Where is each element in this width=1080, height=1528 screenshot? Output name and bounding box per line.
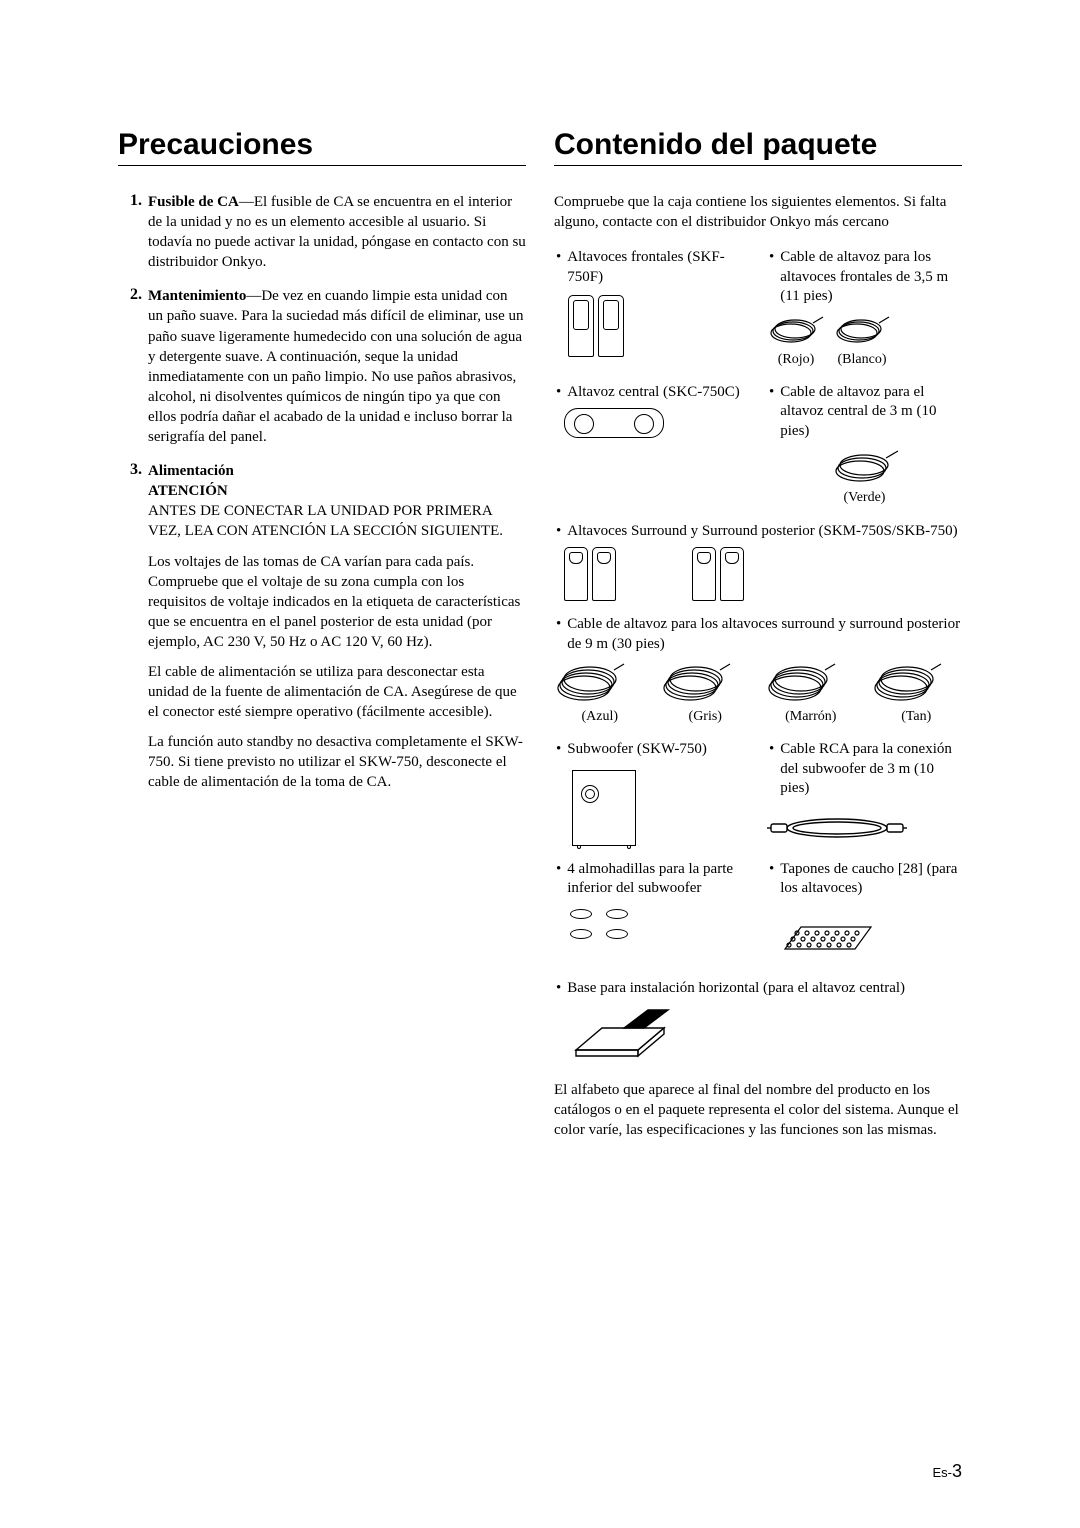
item-label: Cable de altavoz para los altavoces fron… <box>780 248 962 307</box>
item-label: Subwoofer (SKW-750) <box>567 740 707 760</box>
bullet-icon: • <box>767 248 780 307</box>
color-label: (Blanco) <box>833 351 891 369</box>
cable-icon <box>765 660 837 706</box>
list-item: 3. Alimentación ATENCIÓN ANTES DE CONECT… <box>118 461 526 792</box>
item-label: 4 almohadillas para la parte inferior de… <box>567 860 749 899</box>
item-paragraph: El cable de alimentación se utiliza para… <box>148 662 526 722</box>
package-item: •Cable RCA para la conexión del subwoofe… <box>767 740 962 846</box>
rubber-sheet-icon <box>767 913 877 965</box>
package-row: •Altavoz central (SKC-750C) •Cable de al… <box>554 383 962 508</box>
four-cables: (Azul) (Gris) (Marrón) (Tan) <box>554 660 962 726</box>
footnote: El alfabeto que aparece al final del nom… <box>554 1080 962 1140</box>
separator: — <box>246 288 261 304</box>
item-label: Cable de altavoz para los altavoces surr… <box>567 615 962 654</box>
list-item: 2. Mantenimiento—De vez en cuando limpie… <box>118 286 526 447</box>
list-item: 1. Fusible de CA—El fusible de CA se enc… <box>118 192 526 272</box>
bullet-icon: • <box>554 248 567 287</box>
item-paragraph: Los voltajes de las tomas de CA varían p… <box>148 552 526 652</box>
front-speaker-icon <box>568 295 749 357</box>
item-label: Altavoces Surround y Surround posterior … <box>567 522 957 542</box>
heading-precauciones: Precauciones <box>118 128 526 166</box>
bullet-icon: • <box>554 979 567 999</box>
color-label: (Marrón) <box>765 708 857 726</box>
cable-pair: (Rojo) (Blanco) <box>767 313 962 369</box>
item-paragraph: La función auto standby no desactiva com… <box>148 732 526 792</box>
cable-icon <box>660 660 732 706</box>
page-number: Es-3 <box>932 1461 962 1482</box>
item-title: Alimentación <box>148 463 234 479</box>
item-number: 1. <box>130 192 142 272</box>
item-label: Tapones de caucho [28] (para los altavoc… <box>780 860 962 899</box>
bullet-icon: • <box>554 615 567 654</box>
item-text: De vez en cuando limpie esta unidad con … <box>148 288 524 445</box>
cable-icon <box>871 660 943 706</box>
color-label: (Gris) <box>660 708 752 726</box>
package-item: •Cable de altavoz para el altavoz centra… <box>767 383 962 508</box>
package-item: •Cable de altavoz para los altavoces fro… <box>767 248 962 369</box>
cable-icon <box>554 660 626 706</box>
package-item: •Tapones de caucho [28] (para los altavo… <box>767 860 962 965</box>
package-item: •Subwoofer (SKW-750) <box>554 740 749 846</box>
item-body: Mantenimiento—De vez en cuando limpie es… <box>148 286 526 447</box>
bullet-icon: • <box>767 383 780 442</box>
item-caps: ANTES DE CONECTAR LA UNIDAD POR PRIMERA … <box>148 503 503 539</box>
item-title: Mantenimiento <box>148 288 246 304</box>
cable-icon <box>830 447 900 487</box>
item-number: 3. <box>130 461 142 792</box>
package-item: •Altavoces Surround y Surround posterior… <box>554 522 962 602</box>
color-label: (Rojo) <box>767 351 825 369</box>
bullet-icon: • <box>554 522 567 542</box>
rca-cable-icon <box>767 813 907 843</box>
surround-speaker-icon <box>564 547 962 601</box>
intro-text: Compruebe que la caja contiene los sigui… <box>554 192 962 232</box>
package-item: •Altavoces frontales (SKF-750F) <box>554 248 749 369</box>
package-item: •4 almohadillas para la parte inferior d… <box>554 860 749 965</box>
package-row: •Altavoces frontales (SKF-750F) •Cable d… <box>554 248 962 369</box>
cable-icon <box>833 313 891 349</box>
item-subtitle: ATENCIÓN <box>148 483 228 499</box>
page-columns: Precauciones 1. Fusible de CA—El fusible… <box>118 128 962 1141</box>
precaution-list: 1. Fusible de CA—El fusible de CA se enc… <box>118 192 526 793</box>
item-number: 2. <box>130 286 142 447</box>
cable-single: (Verde) <box>767 447 962 507</box>
item-label: Altavoz central (SKC-750C) <box>567 383 739 403</box>
right-column: Contenido del paquete Compruebe que la c… <box>554 128 962 1141</box>
package-row: •Subwoofer (SKW-750) •Cable RCA para la … <box>554 740 962 846</box>
item-label: Altavoces frontales (SKF-750F) <box>567 248 749 287</box>
stand-icon <box>566 1006 676 1064</box>
separator: — <box>239 194 254 210</box>
bullet-icon: • <box>554 740 567 760</box>
cable-icon <box>767 313 825 349</box>
center-speaker-icon <box>564 408 664 438</box>
color-label: (Tan) <box>871 708 963 726</box>
package-item: •Altavoz central (SKC-750C) <box>554 383 749 508</box>
color-label: (Azul) <box>554 708 646 726</box>
package-item: •Cable de altavoz para los altavoces sur… <box>554 615 962 726</box>
bullet-icon: • <box>554 860 567 899</box>
heading-contenido: Contenido del paquete <box>554 128 962 166</box>
item-label: Cable de altavoz para el altavoz central… <box>780 383 962 442</box>
pads-icon <box>570 909 634 939</box>
page-prefix: Es- <box>932 1465 952 1480</box>
item-label: Cable RCA para la conexión del subwoofer… <box>780 740 962 799</box>
color-label: (Verde) <box>830 489 900 507</box>
item-title: Fusible de CA <box>148 194 239 210</box>
bullet-icon: • <box>767 740 780 799</box>
bullet-icon: • <box>767 860 780 899</box>
package-item: •Base para instalación horizontal (para … <box>554 979 962 1065</box>
item-body: Fusible de CA—El fusible de CA se encuen… <box>148 192 526 272</box>
item-label: Base para instalación horizontal (para e… <box>567 979 905 999</box>
left-column: Precauciones 1. Fusible de CA—El fusible… <box>118 128 526 1141</box>
package-row: •4 almohadillas para la parte inferior d… <box>554 860 962 965</box>
item-body: Alimentación ATENCIÓN ANTES DE CONECTAR … <box>148 461 526 792</box>
subwoofer-icon <box>572 770 636 846</box>
bullet-icon: • <box>554 383 567 403</box>
page-num-value: 3 <box>952 1461 962 1481</box>
